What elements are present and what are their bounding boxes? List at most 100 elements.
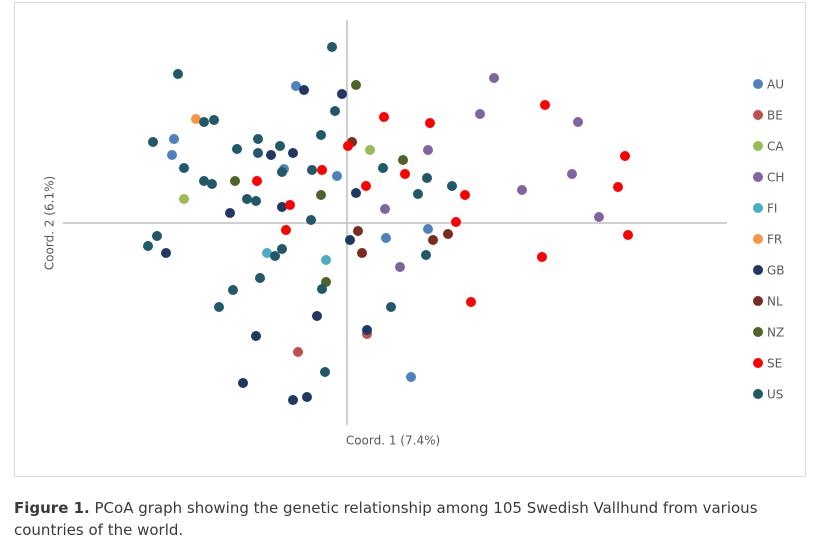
point bbox=[613, 182, 623, 192]
point bbox=[306, 215, 316, 225]
point bbox=[316, 190, 326, 200]
point bbox=[460, 190, 470, 200]
legend-marker bbox=[753, 327, 763, 337]
point bbox=[395, 262, 405, 272]
point bbox=[228, 285, 238, 295]
x-axis-label: Coord. 1 (7.4%) bbox=[346, 434, 440, 448]
caption-text: PCoA graph showing the genetic relations… bbox=[14, 499, 758, 539]
point bbox=[277, 244, 287, 254]
point bbox=[398, 155, 408, 165]
point bbox=[413, 189, 423, 199]
point bbox=[475, 109, 485, 119]
legend-marker bbox=[753, 358, 763, 368]
legend-marker bbox=[753, 79, 763, 89]
point bbox=[230, 176, 240, 186]
point bbox=[594, 212, 604, 222]
point bbox=[623, 230, 633, 240]
point bbox=[299, 85, 309, 95]
point bbox=[321, 255, 331, 265]
legend-label: FR bbox=[767, 233, 782, 247]
point bbox=[199, 176, 209, 186]
point bbox=[379, 112, 389, 122]
point bbox=[143, 241, 153, 251]
legend-label: NL bbox=[767, 295, 783, 309]
caption-label: Figure 1. bbox=[14, 499, 90, 517]
point bbox=[262, 248, 272, 258]
point bbox=[361, 181, 371, 191]
point bbox=[540, 100, 550, 110]
point bbox=[167, 150, 177, 160]
point bbox=[567, 169, 577, 179]
point bbox=[378, 163, 388, 173]
point bbox=[317, 165, 327, 175]
point bbox=[179, 194, 189, 204]
point bbox=[443, 229, 453, 239]
point bbox=[281, 225, 291, 235]
point bbox=[517, 185, 527, 195]
point bbox=[451, 217, 461, 227]
point bbox=[148, 137, 158, 147]
point bbox=[317, 284, 327, 294]
point bbox=[277, 167, 287, 177]
point bbox=[288, 395, 298, 405]
point bbox=[253, 134, 263, 144]
point bbox=[381, 233, 391, 243]
legend-label: CA bbox=[767, 140, 784, 154]
point bbox=[400, 169, 410, 179]
point bbox=[266, 150, 276, 160]
legend-label: GB bbox=[767, 264, 785, 278]
point bbox=[214, 302, 224, 312]
point bbox=[251, 331, 261, 341]
point bbox=[362, 325, 372, 335]
legend-marker bbox=[753, 110, 763, 120]
legend-marker bbox=[753, 172, 763, 182]
point bbox=[252, 176, 262, 186]
point bbox=[285, 200, 295, 210]
point bbox=[343, 141, 353, 151]
point bbox=[327, 42, 337, 52]
legend-marker bbox=[753, 389, 763, 399]
legend-marker bbox=[753, 203, 763, 213]
legend-label: FI bbox=[767, 202, 777, 216]
point bbox=[337, 89, 347, 99]
chart-frame bbox=[14, 2, 806, 477]
point bbox=[253, 148, 263, 158]
point bbox=[242, 194, 252, 204]
point bbox=[537, 252, 547, 262]
point bbox=[225, 208, 235, 218]
point bbox=[330, 106, 340, 116]
point bbox=[207, 179, 217, 189]
point bbox=[466, 297, 476, 307]
point bbox=[199, 117, 209, 127]
point bbox=[161, 248, 171, 258]
y-axis-label: Coord. 2 (6.1%) bbox=[43, 176, 57, 270]
legend-label: AU bbox=[767, 78, 784, 92]
point bbox=[353, 226, 363, 236]
point bbox=[238, 378, 248, 388]
legend-label: CH bbox=[767, 171, 784, 185]
point bbox=[169, 134, 179, 144]
legend-label: BE bbox=[767, 109, 783, 123]
point bbox=[425, 118, 435, 128]
point bbox=[270, 251, 280, 261]
point bbox=[357, 248, 367, 258]
point bbox=[423, 145, 433, 155]
legend-marker bbox=[753, 234, 763, 244]
point bbox=[277, 202, 287, 212]
point bbox=[406, 372, 416, 382]
point bbox=[152, 231, 162, 241]
point bbox=[386, 302, 396, 312]
point bbox=[291, 81, 301, 91]
point bbox=[422, 173, 432, 183]
point bbox=[255, 273, 265, 283]
point bbox=[423, 224, 433, 234]
point bbox=[380, 204, 390, 214]
point bbox=[307, 165, 317, 175]
point bbox=[365, 145, 375, 155]
point bbox=[332, 171, 342, 181]
point bbox=[573, 117, 583, 127]
point bbox=[302, 392, 312, 402]
point bbox=[179, 163, 189, 173]
point bbox=[209, 115, 219, 125]
